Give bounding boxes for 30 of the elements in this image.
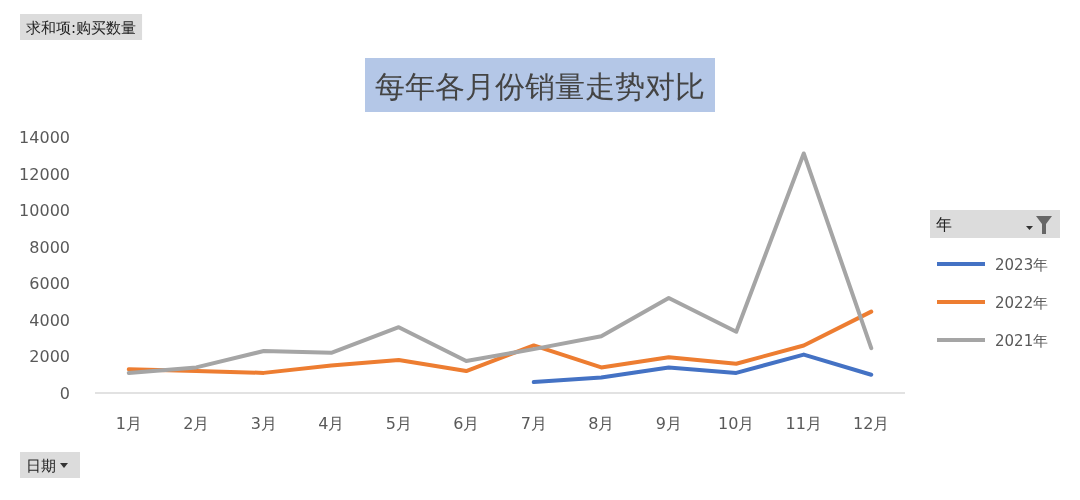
x-tick-label: 10月	[718, 414, 755, 433]
y-tick-label: 14000	[19, 128, 70, 147]
legend-title: 年	[936, 215, 952, 234]
line-series	[126, 309, 874, 375]
x-tick-label: 6月	[453, 414, 480, 433]
y-tick-label: 12000	[19, 164, 70, 184]
y-tick-label: 6000	[29, 274, 70, 294]
x-tick-label: 1月	[115, 414, 142, 433]
y-tick-label: 4000	[29, 310, 70, 330]
line-series	[531, 352, 874, 385]
legend-label: 2021年	[995, 332, 1049, 350]
line-series	[126, 151, 874, 375]
legend-label: 2022年	[995, 294, 1049, 312]
x-tick-label: 8月	[588, 414, 615, 433]
y-tick-label: 2000	[29, 347, 70, 367]
x-tick-label: 12月	[853, 414, 890, 433]
x-tick-label: 3月	[250, 414, 277, 433]
y-tick-label: 0	[59, 384, 70, 403]
y-tick-label: 8000	[29, 237, 70, 257]
x-tick-label: 9月	[655, 414, 682, 433]
x-tick-label: 4月	[318, 414, 345, 433]
y-tick-label: 10000	[19, 201, 70, 221]
annotation: 日期	[20, 452, 80, 478]
x-tick-label: 5月	[385, 414, 412, 433]
x-tick-label: 2月	[183, 414, 210, 433]
annotation: 求和项:购买数量	[20, 14, 143, 40]
legend-label: 2023年	[995, 256, 1049, 274]
chart-title: 每年各月份销量走势对比	[375, 69, 705, 104]
x-tick-label: 11月	[785, 414, 822, 433]
x-tick-label: 7月	[520, 414, 547, 433]
